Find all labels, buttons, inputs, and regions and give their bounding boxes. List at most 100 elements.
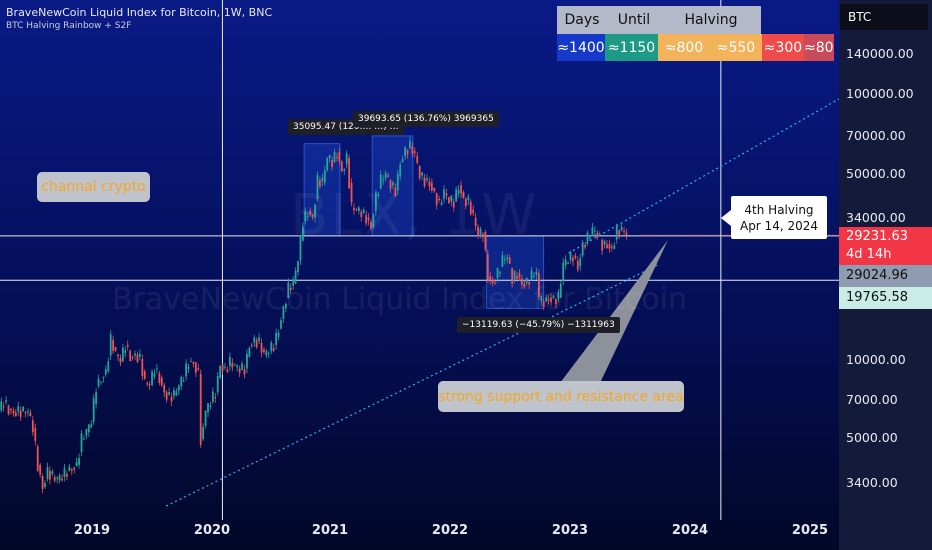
candle-up [299,235,302,261]
x-tick-label: 2021 [311,523,349,538]
candle-down [428,181,431,187]
level-price-badge-1: 29024.96 [839,265,932,287]
candle-down [255,339,258,348]
candle-down [370,222,372,229]
candle-down [141,359,144,376]
x-tick-label: 2020 [193,523,231,538]
candle-up [180,376,183,387]
candle-down [131,356,134,358]
candle-down [170,396,173,402]
candle-down [469,201,472,215]
candle-up [78,457,80,465]
fourth-halving-label: 4th Halving Apr 14, 2024 [721,196,827,239]
candle-down [474,217,477,227]
candle-down [523,283,526,288]
candle-up [323,170,326,183]
countdown-cell-1150: ≈1150 [605,34,658,61]
support-resistance-note[interactable]: strong support and resistance area [438,381,684,412]
bar-countdown: 4d 14h [846,247,892,262]
candle-up [58,475,61,481]
candle-up [236,365,239,368]
candle-down [214,397,217,399]
candle-up [443,189,445,199]
candle-down [447,197,450,204]
candle-down [73,467,76,470]
candle-down [231,362,234,368]
candle-up [87,424,90,433]
candle-up [530,270,533,279]
candle-up [372,215,375,227]
y-tick-label: 70000.00 [846,128,906,143]
candle-up [377,193,380,196]
candle-down [601,239,604,251]
candle-up [586,232,589,242]
candle-down [416,155,419,163]
candle-down [319,180,321,187]
candle-down [353,207,355,211]
candle-up [275,333,278,345]
candle-down [31,420,34,433]
candle-down [547,299,550,301]
candle-up [525,277,528,283]
candle-up [265,351,268,356]
candle-down [197,368,200,370]
candle-down [331,160,333,168]
candle-down [199,373,202,445]
candle-up [467,196,470,201]
halving-countdown-table: Days Until Halving [557,6,761,34]
candle-up [190,360,192,362]
candle-up [153,373,156,377]
candle-down [511,268,514,284]
candle-down [484,232,487,250]
candle-down [625,232,628,236]
x-tick-label: 2024 [671,523,709,538]
candle-up [229,356,231,367]
candle-up [134,353,136,356]
y-tick-label: 100000.00 [846,86,914,101]
candle-up [603,240,606,245]
channel-note[interactable]: channal crypto [37,172,150,202]
candle-down [29,412,32,417]
candle-up [593,230,596,232]
candle-up [316,175,319,199]
candle-down [272,348,275,351]
candle-down [355,209,358,211]
candle-up [46,467,49,479]
candle-up [343,169,346,171]
candle-up [22,407,25,412]
candle-up [17,406,20,412]
candle-down [489,276,492,280]
candle-up [499,271,501,274]
symbol-ticker[interactable]: BTC [840,4,928,30]
candle-up [173,390,175,397]
candle-down [24,412,27,414]
candle-down [34,428,37,442]
indicator-label[interactable]: BTC Halving Rainbow + S2F [6,21,132,31]
candle-down [221,363,224,371]
candle-up [615,224,618,240]
candle-up [100,381,102,383]
candle-up [501,255,504,267]
candle-down [48,470,51,480]
candle-down [623,230,625,232]
candle-down [491,279,494,284]
candle-up [102,376,105,378]
candle-up [598,234,601,236]
candle-up [44,482,46,488]
candle-down [596,232,599,237]
countdown-cell-550: ≈550 [710,34,762,61]
candle-up [392,182,394,186]
candle-up [613,245,616,250]
candle-down [394,187,397,197]
candle-up [314,204,316,218]
candle-down [508,257,511,264]
candle-down [389,180,392,189]
candle-down [348,157,351,189]
candle-down [606,244,608,249]
candle-down [423,177,426,187]
candle-down [194,362,197,373]
candle-up [282,306,285,319]
candle-up [207,403,209,413]
